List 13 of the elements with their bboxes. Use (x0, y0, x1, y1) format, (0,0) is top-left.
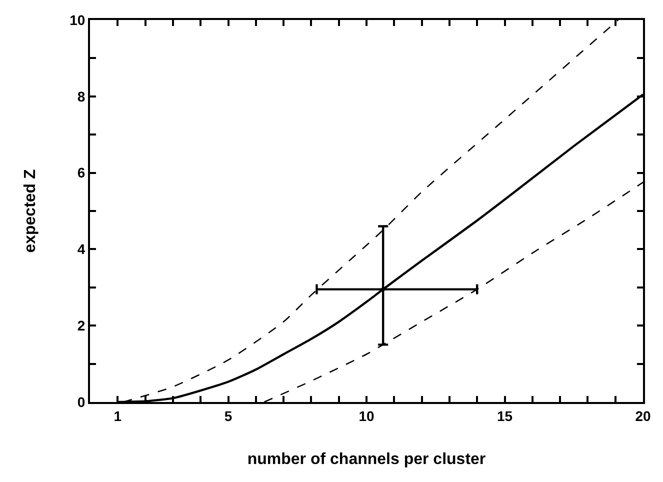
x-tick-label: 1 (114, 408, 122, 424)
y-tick-label: 2 (77, 318, 86, 334)
x-axis-title: number of channels per cluster (247, 451, 486, 468)
y-tick-label: 0 (77, 394, 86, 410)
y-tick-label: 10 (70, 12, 86, 28)
x-tick-label: 5 (224, 408, 232, 424)
x-tick-label: 20 (635, 408, 651, 424)
x-tick-label: 15 (496, 408, 513, 424)
y-tick-label: 8 (77, 88, 86, 104)
y-tick-label: 4 (77, 241, 86, 258)
y-axis-title: expected Z (22, 168, 40, 253)
x-tick-label: 10 (358, 408, 374, 424)
y-tick-label: 6 (77, 164, 86, 181)
